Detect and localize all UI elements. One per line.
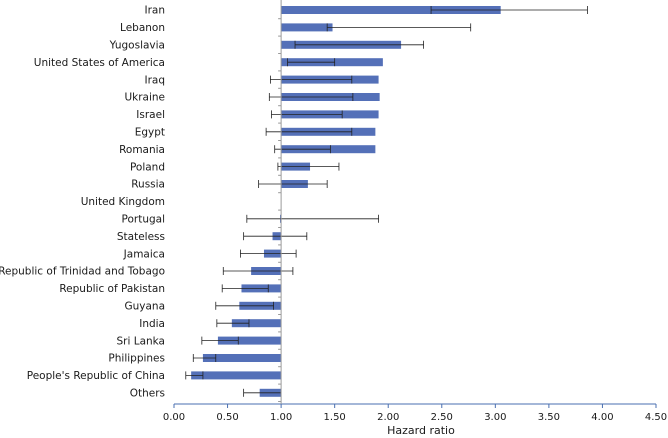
category-label: Lebanon: [120, 22, 165, 34]
category-label: Russia: [131, 179, 165, 191]
bar: [217, 336, 282, 345]
bar: [231, 319, 282, 328]
x-axis-ticks: 0.00 0.50 1.00 1.50 2.00 2.50 3.00 3.50 4.00 4.50: [163, 404, 667, 423]
x-tick-label: 0.50: [216, 412, 238, 423]
x-tick-label: 0.00: [163, 412, 185, 423]
x-tick-label: 4.00: [591, 412, 613, 423]
x-tick-label: 3.00: [484, 412, 506, 423]
category-label: Philippines: [108, 353, 165, 365]
category-label: Jamaica: [123, 248, 165, 260]
x-tick-label: 4.50: [645, 412, 667, 423]
category-label: Portugal: [122, 214, 166, 226]
x-axis-title: Hazard ratio: [387, 424, 455, 437]
category-label: Romania: [119, 144, 165, 156]
category-label: Egypt: [135, 127, 165, 139]
category-label: Stateless: [117, 231, 165, 243]
category-label: Iran: [144, 5, 165, 17]
x-tick-label: 1.00: [270, 412, 292, 423]
x-tick-label: 2.00: [377, 412, 399, 423]
category-label: Sri Lanka: [116, 335, 165, 347]
bar: [202, 354, 282, 362]
category-label: Yugoslavia: [109, 40, 165, 52]
x-tick-label: 2.50: [431, 412, 453, 423]
category-label: India: [139, 318, 165, 330]
category-label: Guyana: [124, 301, 165, 313]
bars-layer: [191, 6, 501, 397]
category-label: United Kingdom: [81, 196, 165, 208]
x-tick-label: 1.50: [324, 412, 346, 423]
x-tick-label: 3.50: [538, 412, 560, 423]
bar: [191, 371, 282, 380]
category-label: United States of America: [34, 57, 165, 69]
category-label: Israel: [136, 109, 165, 121]
category-label: Republic of Pakistan: [59, 283, 165, 295]
x-axis: 0.00 0.50 1.00 1.50 2.00 2.50 3.00 3.50 4.00 4.50: [163, 403, 667, 423]
bar: [281, 23, 333, 32]
bar: [281, 6, 501, 14]
category-label: Iraq: [144, 74, 165, 86]
category-label: Poland: [130, 161, 165, 173]
category-labels: Iran Lebanon Yugoslavia United States of Am…: [0, 5, 165, 400]
category-label: Republic of Trinidad and Tobago: [0, 266, 165, 278]
error-bars-layer: [185, 6, 588, 397]
reference-line-ticks: [278, 18, 282, 402]
category-label: Others: [130, 388, 165, 400]
category-label: Ukraine: [124, 92, 165, 104]
category-label: People's Republic of China: [27, 370, 165, 382]
